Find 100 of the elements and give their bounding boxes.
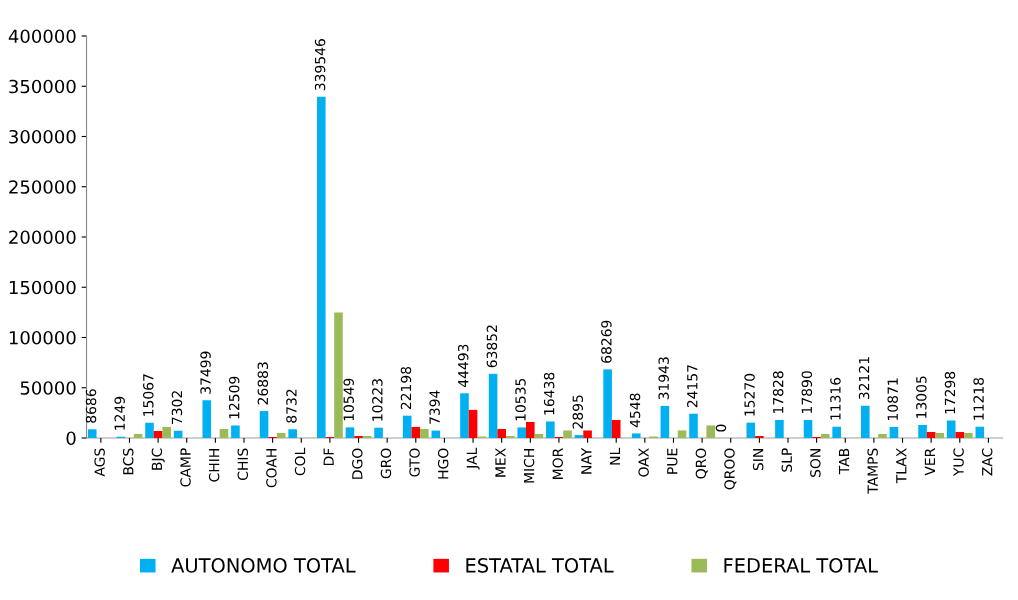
x-tick-label: TAB	[838, 448, 850, 475]
x-tick-label: MEX	[495, 448, 506, 477]
y-tick-label: 150000	[9, 280, 76, 295]
bar	[276, 432, 286, 438]
x-tick-label: YUC	[953, 448, 964, 477]
bar	[746, 422, 756, 438]
bar	[775, 420, 784, 438]
data-label: 8732	[286, 389, 297, 423]
x-tick-label: BJC	[151, 448, 165, 470]
bar	[526, 421, 535, 438]
data-label: 11218	[973, 377, 984, 420]
data-label: 24157	[687, 365, 698, 408]
y-tick-label: 200000	[9, 230, 76, 245]
x-tick-label: GRO	[380, 448, 392, 479]
data-label: 32121	[858, 357, 870, 400]
bar	[317, 96, 326, 438]
bar	[288, 429, 297, 438]
x-tick-label: CHIH	[208, 449, 220, 482]
bar	[231, 425, 240, 438]
bar	[832, 426, 841, 438]
data-label: 10549	[343, 378, 354, 421]
data-label: 31943	[658, 357, 669, 400]
bar	[362, 435, 372, 438]
bar	[517, 427, 527, 438]
data-label: 10871	[887, 378, 898, 420]
bar	[583, 430, 592, 438]
data-label: 15270	[744, 373, 755, 416]
data-label: 13005	[916, 376, 927, 418]
x-tick-label: MICH	[523, 449, 535, 483]
bar	[354, 435, 363, 438]
y-tick-label: 100000	[9, 330, 76, 345]
bar	[145, 422, 154, 438]
x-tick-label: SON	[810, 449, 821, 477]
data-label: 339546	[314, 39, 326, 91]
bar	[259, 410, 269, 438]
x-tick-label: ZAC	[981, 448, 993, 476]
y-tick-label: 0	[66, 431, 76, 446]
bar	[546, 421, 555, 438]
x-tick-label: OAX	[638, 448, 649, 477]
bar	[878, 433, 887, 438]
bar	[505, 435, 515, 438]
data-label: 10223	[372, 379, 383, 421]
bar	[946, 420, 956, 438]
bar	[955, 431, 965, 438]
data-label: 17890	[801, 371, 813, 413]
data-label: 4548	[629, 393, 641, 428]
bar	[420, 428, 429, 438]
x-tick-label: DGO	[352, 448, 363, 479]
data-label: 11316	[830, 377, 841, 420]
bar	[689, 413, 698, 438]
data-label: 44493	[457, 344, 469, 388]
data-label: 26883	[257, 362, 269, 405]
x-tick-label: TAMPS	[867, 448, 878, 494]
bar	[861, 405, 870, 438]
bar	[926, 431, 936, 438]
bar	[334, 312, 343, 438]
data-label: 22198	[400, 366, 412, 410]
data-label: 7394	[429, 390, 440, 424]
bar	[219, 428, 229, 438]
bar	[402, 415, 412, 438]
bar	[660, 405, 670, 438]
bar	[411, 426, 421, 438]
x-tick-label: PUE	[667, 448, 678, 474]
bar	[755, 435, 764, 438]
bar	[563, 430, 572, 438]
x-tick-label: AGS	[94, 448, 105, 477]
data-label: 17828	[772, 371, 784, 413]
x-tick-label: GTO	[409, 448, 420, 477]
bar	[706, 425, 715, 438]
bar	[460, 393, 469, 438]
bar	[534, 433, 544, 438]
bar	[975, 426, 985, 438]
x-tick-label: BCS	[123, 448, 134, 475]
x-tick-label: QROO	[724, 448, 737, 490]
data-label: 2895	[572, 395, 584, 429]
x-tick-label: COAH	[266, 449, 277, 488]
x-tick-label: TLAX	[896, 448, 907, 484]
x-tick-label: NL	[609, 447, 621, 465]
bar	[153, 430, 163, 438]
y-tick-label: 250000	[9, 180, 76, 194]
data-label: 8686	[85, 389, 97, 423]
bar	[820, 433, 830, 438]
data-label: 17298	[944, 371, 956, 414]
bar	[631, 433, 641, 438]
bar	[488, 373, 498, 438]
x-tick-label: CHIS	[237, 448, 249, 480]
data-label: 16438	[543, 372, 555, 415]
data-label: 10535	[515, 378, 526, 421]
bar	[603, 369, 612, 438]
y-tick-label: 350000	[9, 79, 76, 94]
bar	[162, 426, 171, 438]
x-tick-label: VER	[924, 448, 935, 476]
data-label: 68269	[601, 320, 612, 363]
y-tick-label: 300000	[9, 129, 76, 144]
bar	[468, 409, 478, 438]
x-tick-label: JAL	[466, 447, 480, 470]
bar	[574, 435, 584, 438]
x-tick-label: QRO	[695, 448, 708, 479]
x-tick-label: HGO	[437, 448, 449, 479]
x-tick-label: NAY	[581, 447, 592, 474]
